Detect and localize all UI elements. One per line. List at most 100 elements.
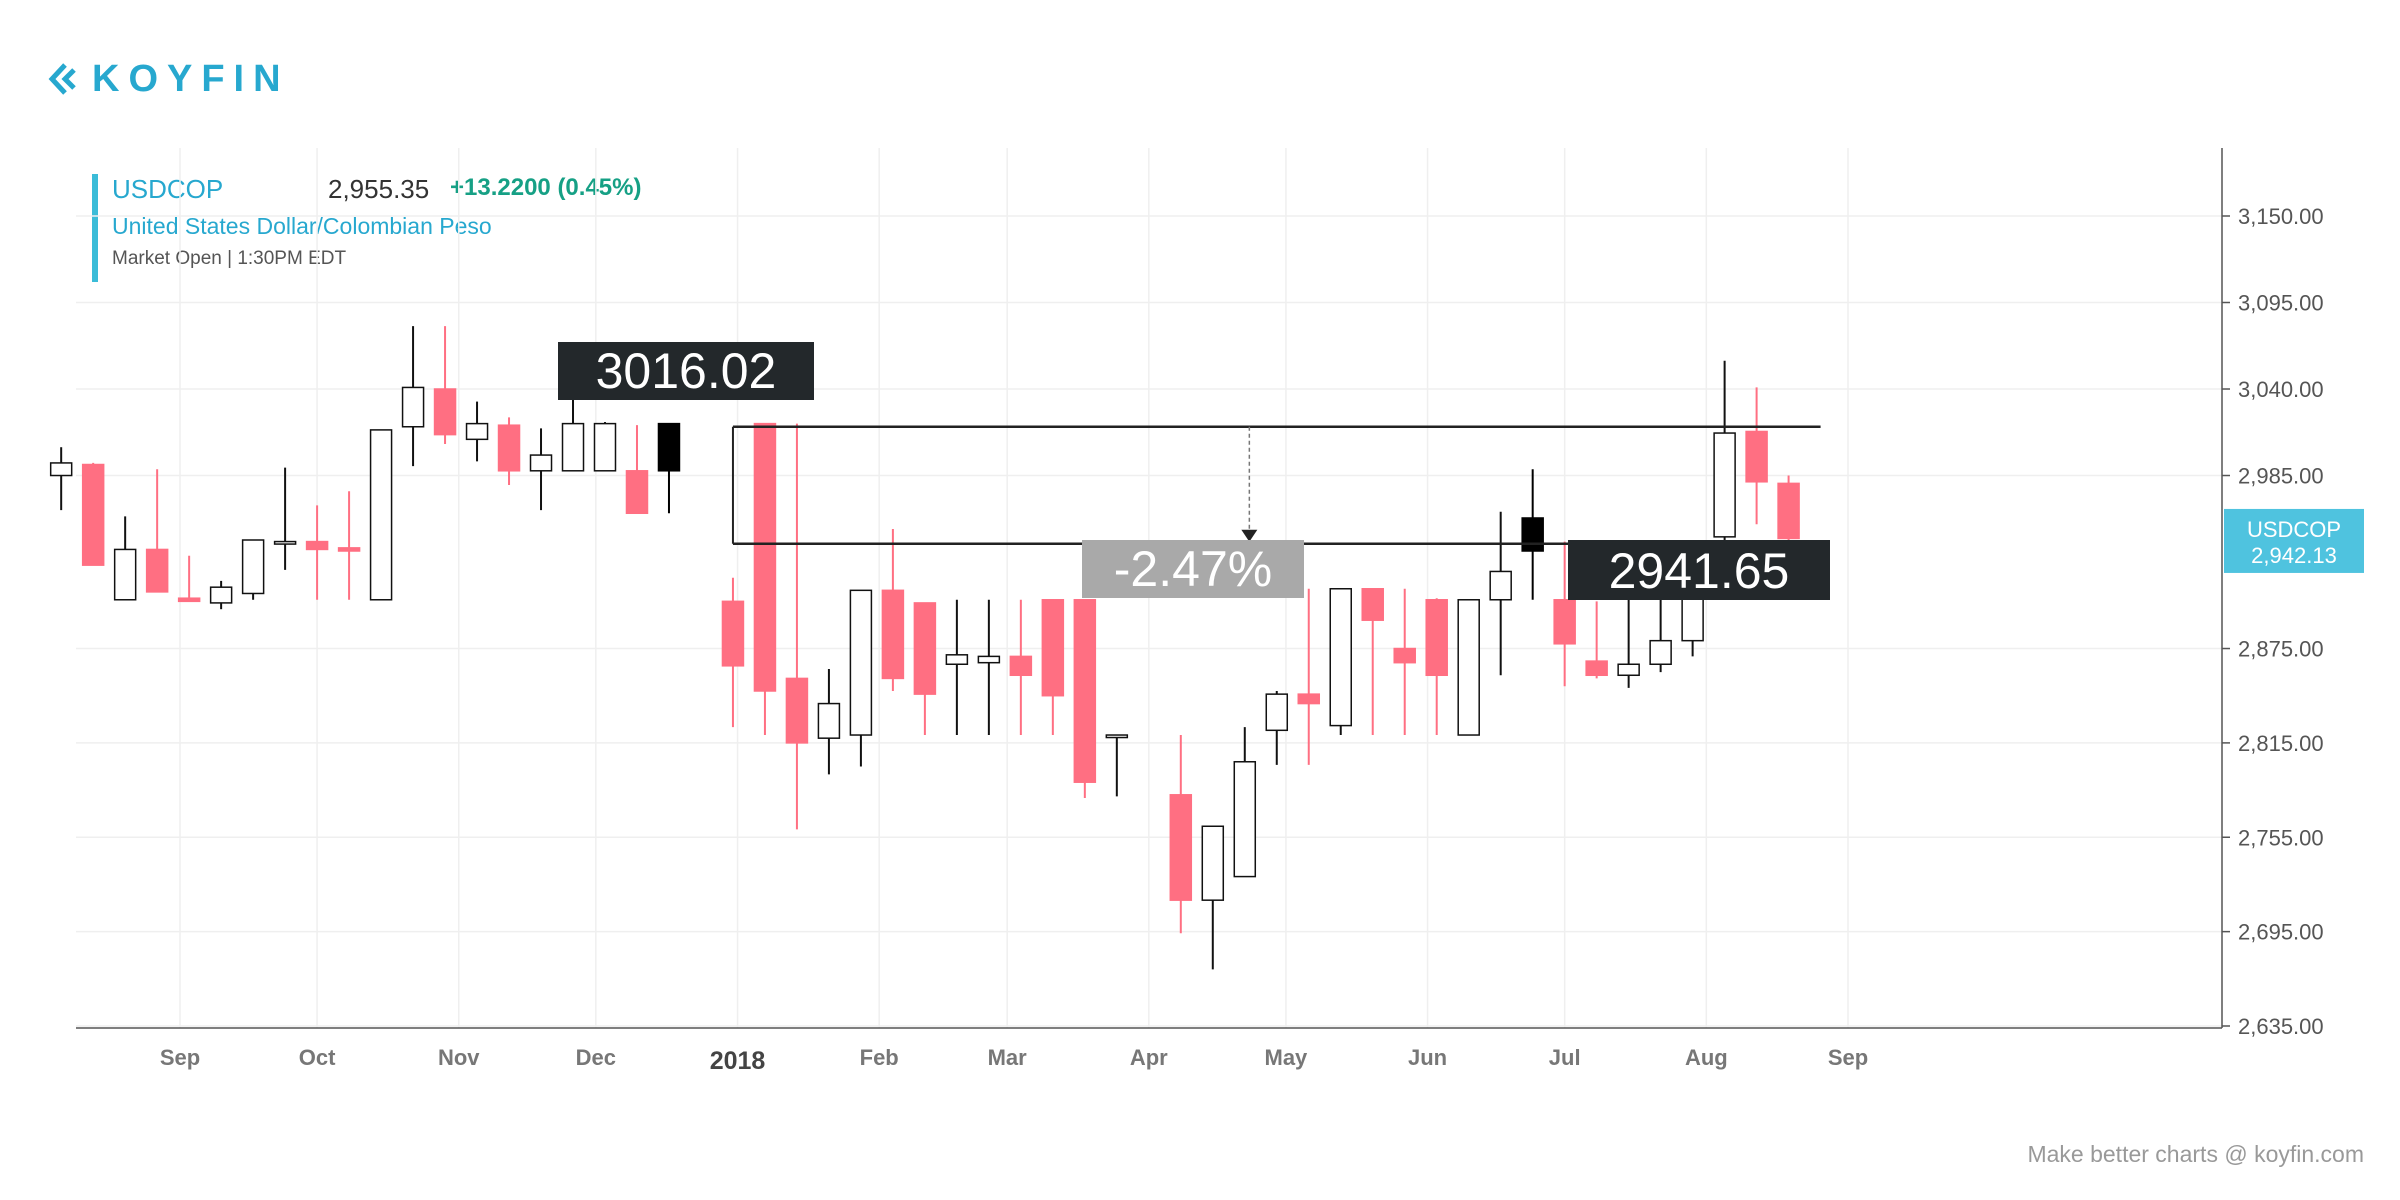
candle	[305, 505, 329, 600]
candle	[1489, 511, 1512, 676]
x-tick-label: Sep	[1828, 1045, 1868, 1070]
candle	[881, 528, 905, 691]
candle-body	[1489, 570, 1512, 601]
candle-body	[1649, 639, 1672, 666]
candle	[1009, 599, 1033, 736]
legend-instrument-name: United States Dollar/Colombian Peso	[112, 213, 492, 239]
candle	[561, 396, 585, 472]
x-tick-label: 2018	[710, 1047, 766, 1075]
candle	[1169, 735, 1193, 934]
candle	[177, 555, 201, 603]
percent-change-label-box	[1082, 540, 1304, 598]
candle-body	[1393, 647, 1416, 664]
candle	[1329, 588, 1352, 736]
candle-body	[1201, 825, 1225, 901]
y-tick-label: 3,095.00	[2238, 291, 2324, 316]
x-tick-label: Jun	[1408, 1045, 1447, 1070]
candle	[849, 589, 873, 767]
measure-arrow-head	[1241, 529, 1258, 542]
candle	[1201, 825, 1225, 970]
candle	[1425, 598, 1448, 736]
y-tick-label: 3,040.00	[2238, 377, 2324, 402]
candle	[1073, 599, 1097, 798]
candle-body	[145, 548, 169, 593]
x-tick-label: Mar	[988, 1045, 1028, 1070]
candle	[1457, 599, 1480, 736]
candle-body	[1457, 599, 1480, 736]
y-tick-label: 2,695.00	[2238, 920, 2324, 945]
candle-body	[273, 540, 297, 545]
x-tick-label: Dec	[576, 1045, 616, 1070]
candle	[1553, 541, 1576, 687]
last-price-tag-symbol: USDCOP	[2247, 517, 2341, 542]
y-tick-label: 2,985.00	[2238, 464, 2324, 489]
candle-body	[785, 677, 809, 744]
candle	[753, 422, 777, 736]
candle	[1745, 387, 1768, 525]
candle-body	[657, 422, 681, 472]
x-tick-label: Aug	[1685, 1045, 1728, 1070]
chart-legend: USDCOP 2,955.35 +13.2200 (0.45%) United …	[92, 174, 641, 282]
candle-body	[913, 602, 937, 695]
candle-body	[1585, 660, 1608, 677]
candle-body	[1041, 599, 1065, 697]
percent-change-label: -2.47%	[1082, 540, 1304, 598]
x-tick-label: Feb	[860, 1045, 899, 1070]
lower-level-label-text: 2941.65	[1609, 543, 1790, 599]
candle	[209, 580, 233, 610]
candle	[1777, 475, 1800, 544]
y-tick-label: 2,755.00	[2238, 825, 2324, 850]
candle-body	[1265, 693, 1289, 732]
candle-body	[113, 548, 137, 601]
x-tick-label: Sep	[160, 1045, 200, 1070]
x-tick-label: Oct	[299, 1045, 336, 1070]
candle-body	[177, 597, 201, 603]
candle-body	[209, 586, 233, 604]
legend-price: 2,955.35	[328, 174, 430, 204]
upper-level-label-text: 3016.02	[596, 343, 777, 399]
candle-body	[721, 600, 745, 667]
candle	[1361, 588, 1384, 736]
candle	[113, 516, 137, 601]
legend-change: +13.2200 (0.45%)	[450, 174, 642, 201]
candle	[625, 425, 649, 515]
candle	[1265, 690, 1289, 765]
y-tick-label: 2,875.00	[2238, 637, 2324, 662]
candle-body	[369, 429, 393, 601]
candle-body	[305, 540, 329, 551]
candle-body	[977, 655, 1001, 664]
candle	[369, 429, 393, 601]
candle-body	[1233, 761, 1257, 878]
candle	[1521, 469, 1544, 600]
candle-body	[49, 462, 73, 477]
candle	[817, 668, 841, 775]
candle-body	[1329, 588, 1352, 727]
x-tick-label: May	[1265, 1045, 1309, 1070]
candle-body	[625, 470, 649, 515]
lower-level-label: 2941.65	[1568, 540, 1830, 600]
candle-body	[1425, 599, 1448, 677]
x-tick-label: Jul	[1549, 1045, 1581, 1070]
candle-body	[817, 702, 841, 739]
candle-body	[401, 386, 425, 428]
koyfin-logo[interactable]: KOYFIN	[48, 56, 290, 102]
candle	[1713, 360, 1736, 547]
legend-symbol[interactable]: USDCOP	[112, 174, 224, 204]
footer-tagline[interactable]: Make better charts @ koyfin.com	[2027, 1141, 2364, 1167]
candle-body	[497, 424, 521, 472]
candle	[1393, 588, 1416, 736]
candle	[433, 326, 457, 445]
candle-body	[465, 422, 489, 441]
y-tick-label: 2,815.00	[2238, 731, 2324, 756]
candle-body	[753, 422, 777, 692]
upper-level-label-box	[558, 342, 814, 400]
candle-body	[1745, 430, 1768, 483]
candle-body	[1073, 599, 1097, 783]
candle-body	[881, 589, 905, 680]
candle	[785, 423, 809, 830]
candle	[273, 467, 297, 570]
candle-body	[1009, 655, 1033, 677]
candle-body	[1553, 599, 1576, 645]
candle-body	[561, 422, 585, 472]
